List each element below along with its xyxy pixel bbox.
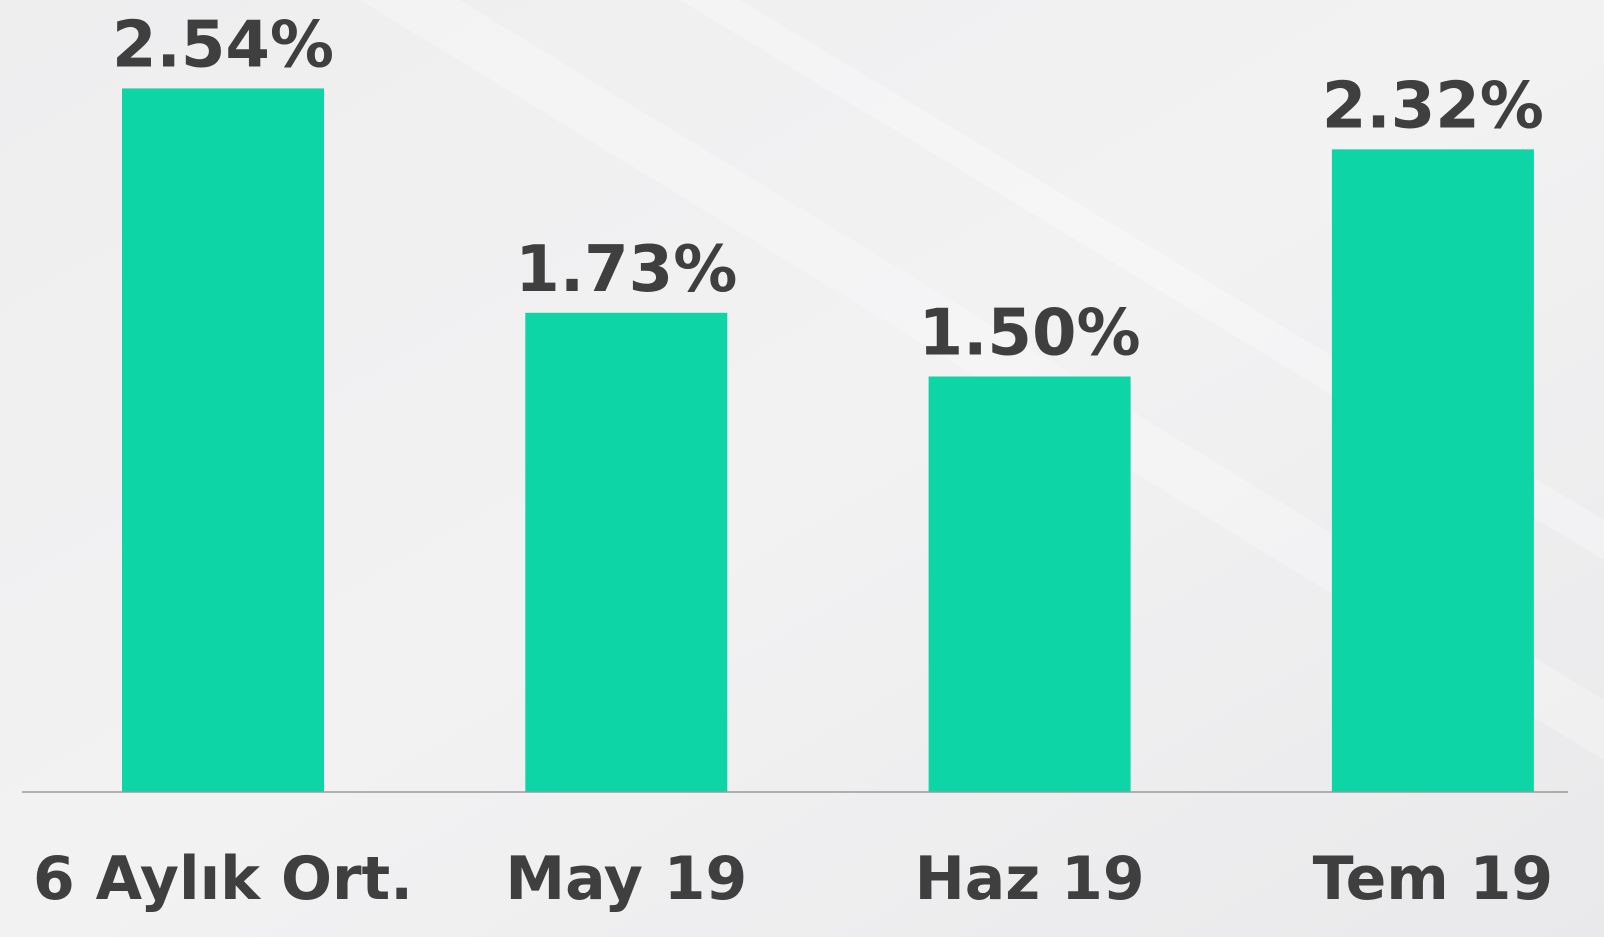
value-label: 2.32%: [1322, 69, 1544, 143]
x-tick-label: Tem 19: [1313, 844, 1554, 914]
x-tick-label: 6 Aylık Ort.: [33, 844, 413, 914]
x-tick-label: May 19: [505, 844, 747, 914]
bar: [122, 88, 324, 793]
bar: [928, 376, 1131, 792]
value-label: 1.50%: [919, 297, 1141, 371]
value-label: 1.73%: [515, 233, 737, 307]
bar: [525, 312, 728, 792]
x-tick-label: Haz 19: [915, 844, 1145, 914]
value-label: 2.54%: [112, 8, 334, 82]
bar: [1331, 149, 1534, 793]
